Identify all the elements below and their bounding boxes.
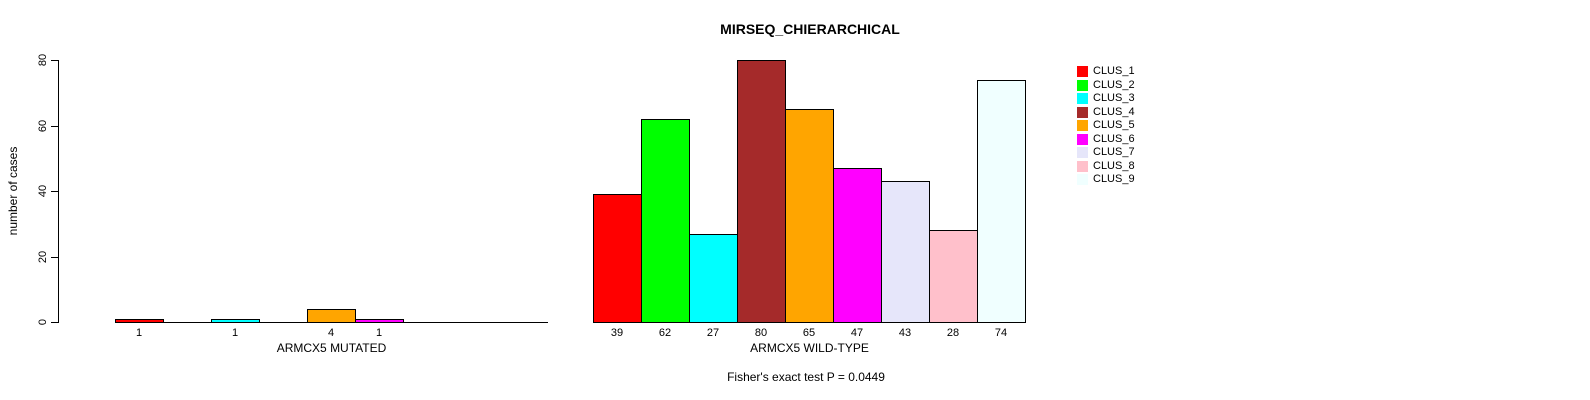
legend-color-swatch — [1077, 120, 1088, 131]
bar-value-label: 62 — [658, 327, 672, 339]
legend-color-swatch — [1077, 160, 1088, 172]
legend-item-label: CLUS_3 — [1093, 92, 1135, 104]
bar-clus_6 — [833, 168, 882, 323]
legend-item: CLUS_8 — [1077, 159, 1135, 172]
chart-title: MIRSEQ_CHIERARCHICAL — [720, 21, 900, 37]
legend-item-label: CLUS_4 — [1093, 105, 1135, 118]
y-axis-tick — [51, 191, 58, 192]
legend-color-swatch — [1077, 147, 1088, 158]
legend-item: CLUS_4 — [1077, 105, 1135, 118]
legend-item-label: CLUS_6 — [1093, 132, 1135, 145]
y-axis-title: number of cases — [6, 146, 20, 236]
y-axis-tick-label: 60 — [37, 119, 49, 133]
legend-color-swatch — [1077, 66, 1088, 77]
x-axis-group-label: ARMCX5 MUTATED — [276, 341, 387, 355]
legend-color-swatch — [1077, 79, 1088, 91]
legend-item-label: CLUS_5 — [1093, 119, 1135, 131]
bar-value-label: 27 — [706, 327, 720, 339]
legend-item-label: CLUS_2 — [1093, 78, 1135, 91]
y-axis-tick-label: 20 — [37, 250, 49, 264]
bar-value-label: 1 — [375, 327, 383, 339]
legend-item-label: CLUS_8 — [1093, 159, 1135, 172]
x-axis-group-label: ARMCX5 WILD-TYPE — [750, 341, 869, 355]
bar-clus_7 — [881, 181, 930, 323]
annotation-fisher-test: Fisher's exact test P = 0.0449 — [727, 370, 885, 384]
bar-clus_5 — [307, 309, 356, 323]
y-axis-line — [58, 60, 59, 323]
bar-value-label: 65 — [802, 327, 816, 339]
legend: CLUS_1 CLUS_2 CLUS_3 CLUS_4 CLUS_5 CLUS_6 CLUS… — [1077, 66, 1135, 188]
bar-clus_4 — [737, 60, 786, 323]
legend-color-swatch — [1077, 174, 1088, 185]
bar-value-label: 39 — [610, 327, 624, 339]
legend-item: CLUS_2 — [1077, 78, 1135, 91]
legend-item: CLUS_5 — [1077, 120, 1135, 131]
y-axis-tick — [51, 126, 58, 127]
bar-clus_1 — [593, 194, 642, 323]
legend-item-label: CLUS_1 — [1093, 65, 1135, 77]
legend-color-swatch — [1077, 106, 1088, 118]
legend-item: CLUS_7 — [1077, 147, 1135, 158]
bar-clus_3 — [689, 234, 738, 323]
bar-clus_1 — [115, 319, 164, 323]
legend-color-swatch — [1077, 93, 1088, 104]
bar-value-label: 4 — [327, 327, 335, 339]
legend-item: CLUS_9 — [1077, 174, 1135, 185]
y-axis-tick — [51, 257, 58, 258]
legend-item: CLUS_6 — [1077, 132, 1135, 145]
bar-clus_5 — [785, 109, 834, 323]
y-axis-tick — [51, 60, 58, 61]
legend-item-label: CLUS_7 — [1093, 146, 1135, 158]
bar-value-label: 74 — [994, 327, 1008, 339]
legend-color-swatch — [1077, 133, 1088, 145]
y-axis-tick-label: 0 — [37, 318, 49, 326]
bar-clus_2 — [641, 119, 690, 323]
bar-value-label: 1 — [135, 327, 143, 339]
y-axis-tick — [51, 322, 58, 323]
bar-clus_6 — [355, 319, 404, 323]
legend-item: CLUS_1 — [1077, 66, 1135, 77]
legend-item-label: CLUS_9 — [1093, 173, 1135, 185]
bar-value-label: 1 — [231, 327, 239, 339]
bar-clus_3 — [211, 319, 260, 323]
bar-clus_8 — [929, 230, 978, 323]
bar-clus_9 — [977, 80, 1026, 323]
y-axis-tick-label: 80 — [37, 53, 49, 67]
bar-value-label: 28 — [946, 327, 960, 339]
bar-value-label: 80 — [754, 327, 768, 339]
legend-item: CLUS_3 — [1077, 93, 1135, 104]
bar-value-label: 47 — [850, 327, 864, 339]
y-axis-tick-label: 40 — [37, 184, 49, 198]
bar-value-label: 43 — [898, 327, 912, 339]
